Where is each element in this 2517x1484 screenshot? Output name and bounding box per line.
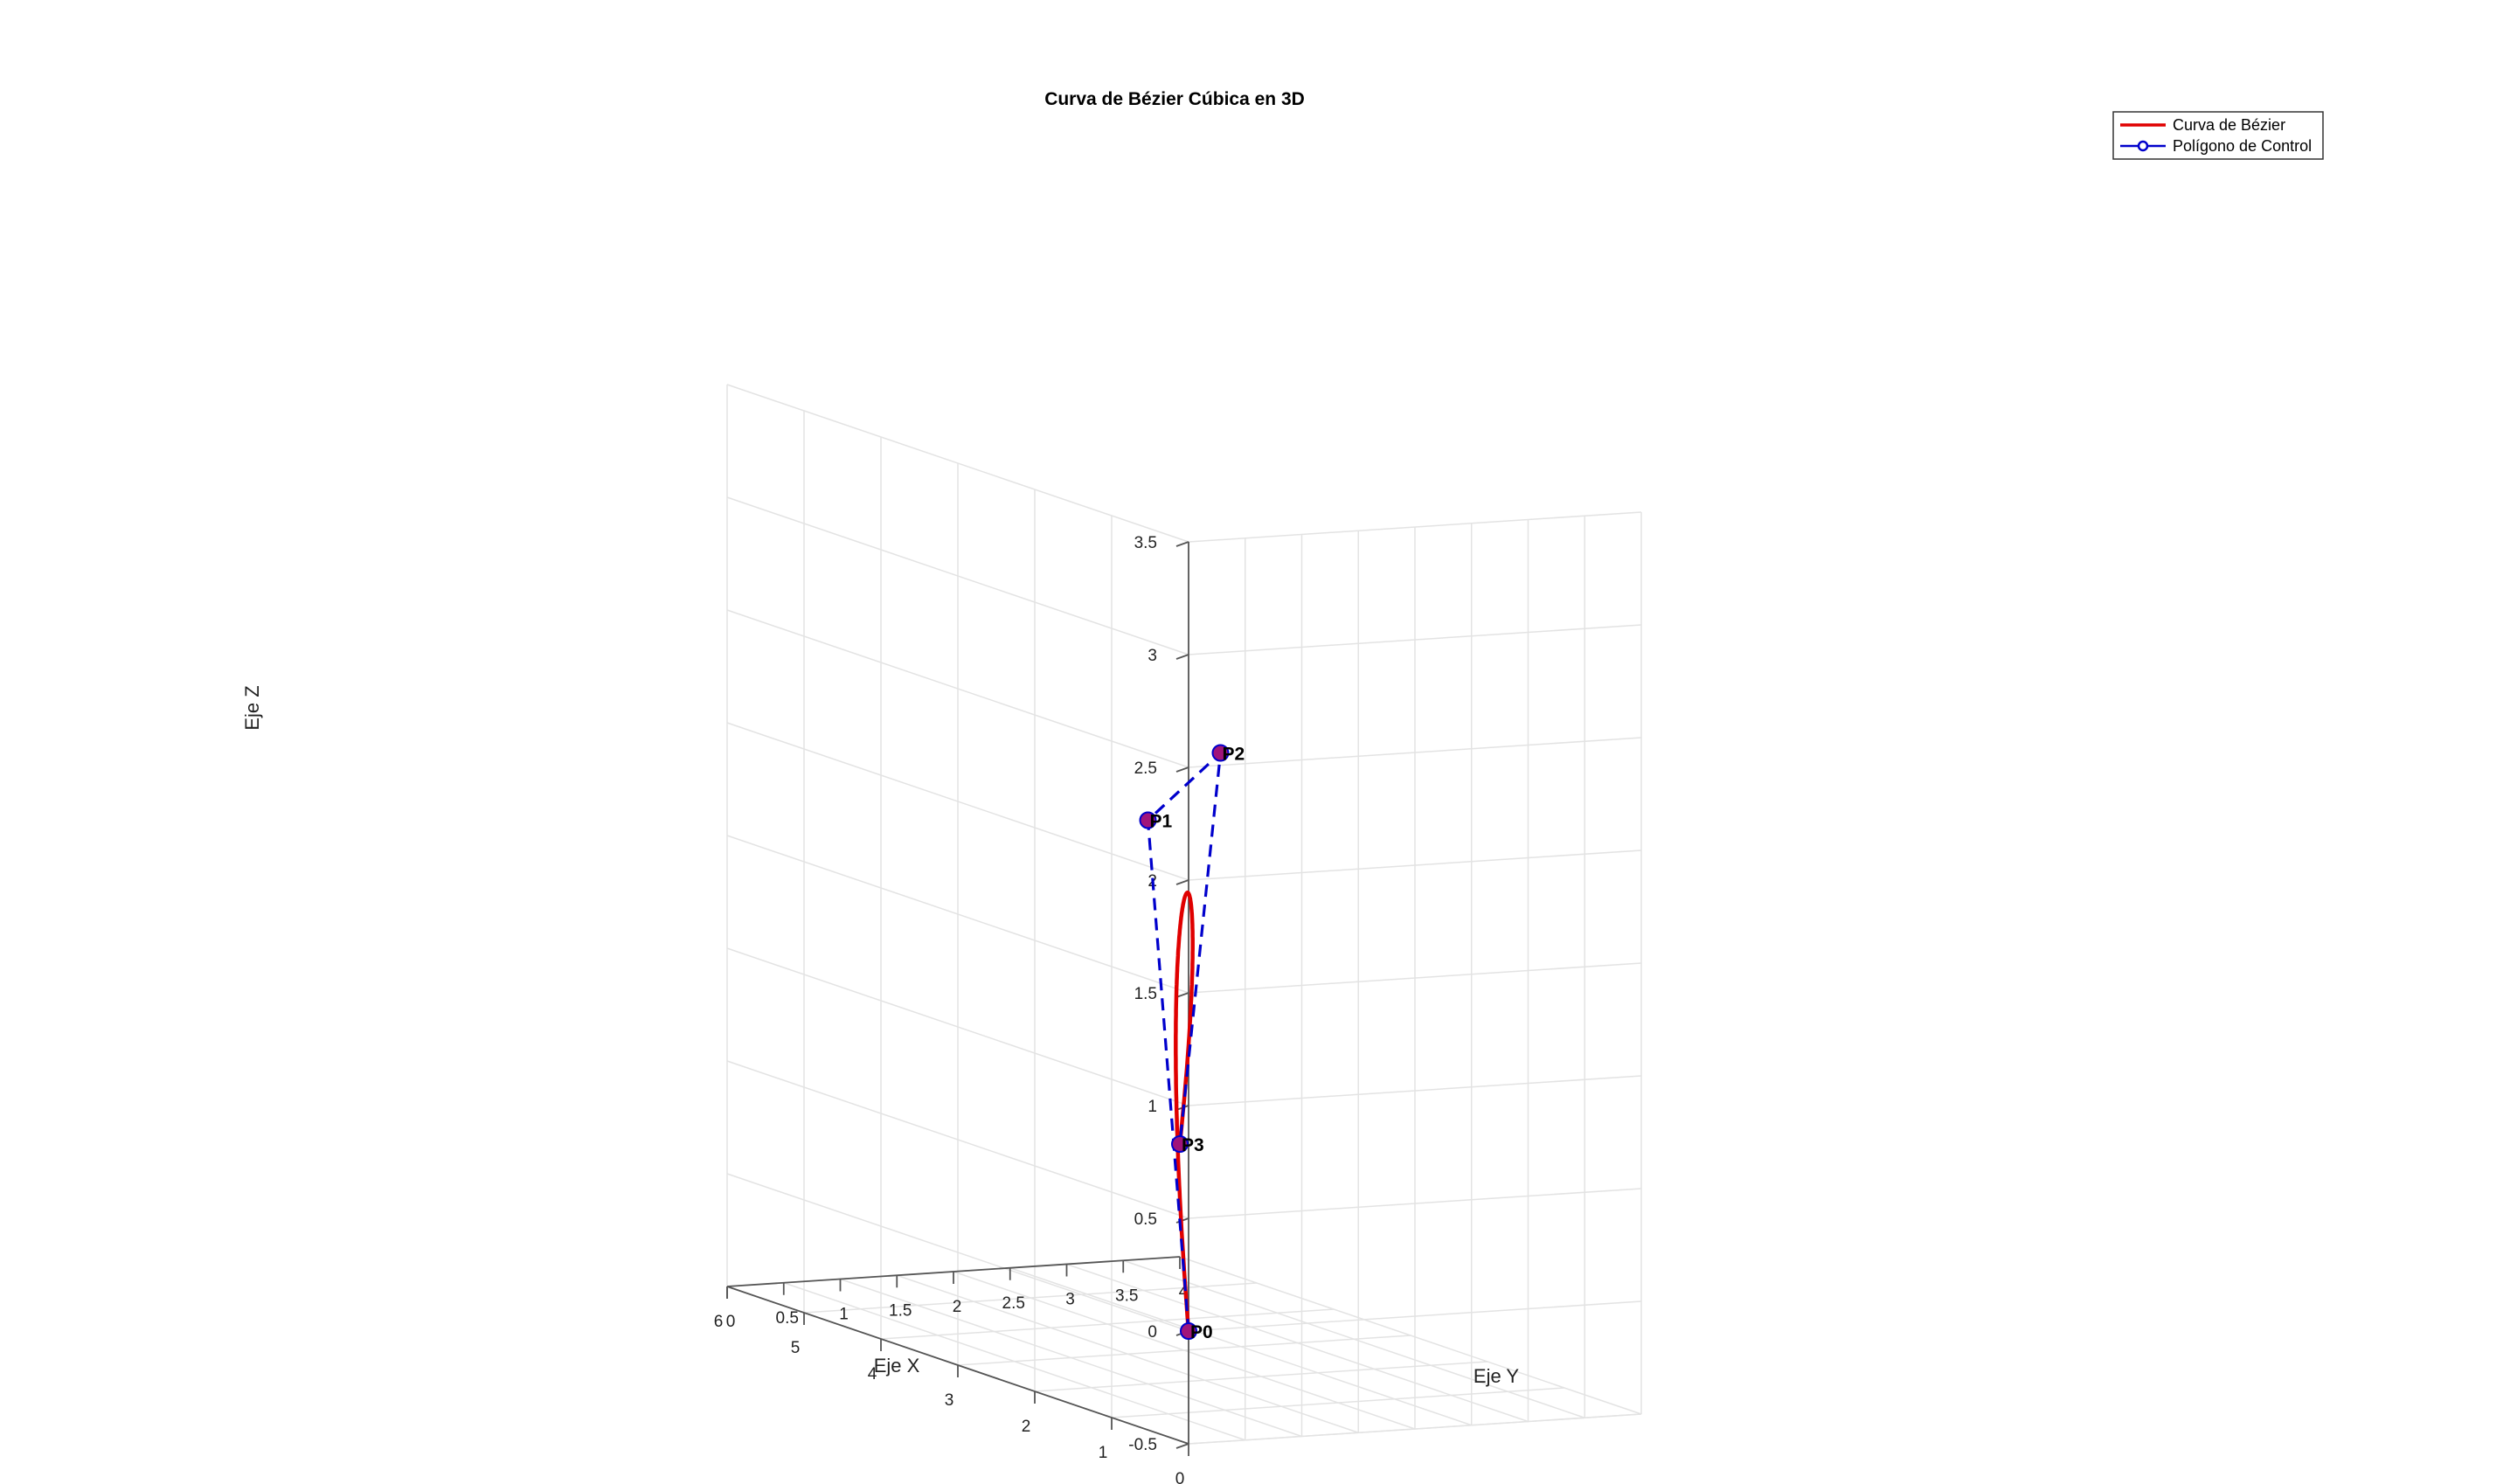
gridline-floor-y (953, 1271, 1416, 1430)
y-tick-label: 1.5 (889, 1301, 912, 1320)
gridline-floor-y (1123, 1259, 1585, 1418)
z-tick-label: -0.5 (1128, 1436, 1157, 1454)
y-tick-label: 0.5 (776, 1309, 799, 1328)
z-tick (1175, 1443, 1189, 1449)
y-tick-label: 0 (726, 1313, 736, 1331)
z-tick-label: 2.5 (1134, 759, 1157, 778)
gridline-sidewall-z (726, 496, 1189, 655)
gridline-backwall-z (1188, 1300, 1642, 1332)
control-point-label: P2 (1223, 745, 1245, 765)
control-point-label: P1 (1150, 812, 1173, 832)
z-tick-label: 1 (1148, 1098, 1157, 1116)
x-tick-label: 4 (868, 1365, 877, 1383)
chart-title: Curva de Bézier Cúbica en 3D (1044, 89, 1305, 109)
control-point-layer: P0 P1 P2 P3 (1139, 744, 1245, 1342)
control-point-marker (1180, 1322, 1197, 1340)
z-tick (1175, 992, 1189, 998)
gridline-backwall-z (1188, 511, 1642, 543)
y-tick-label: 2.5 (1002, 1294, 1025, 1313)
z-tick (1175, 766, 1189, 773)
x-tick-label: 5 (791, 1339, 801, 1357)
control-point-marker (1171, 1135, 1189, 1153)
series-layer (1146, 749, 1223, 1332)
gridline-backwall-z (1188, 1188, 1642, 1219)
z-tick (1175, 879, 1189, 885)
gridline-backwall-z (1188, 624, 1642, 655)
gridline-backwall-z (1188, 962, 1642, 994)
bezier-curve (1174, 891, 1195, 1332)
z-tick-label: 3.5 (1134, 534, 1157, 552)
z-tick-label: 0 (1148, 1323, 1157, 1342)
gridline-sidewall-z (726, 1173, 1189, 1332)
gridline-backwall-z (1188, 737, 1642, 768)
y-tick-label: 3 (1065, 1291, 1075, 1309)
x-tick-label: 3 (945, 1391, 954, 1410)
x-axis-label: Eje X (874, 1355, 920, 1377)
gridline-floor-y (783, 1282, 1245, 1441)
gridline-sidewall-z (726, 384, 1189, 543)
z-tick-label: 3 (1148, 647, 1157, 665)
z-tick-label: 0.5 (1134, 1210, 1157, 1229)
control-polygon (1146, 749, 1223, 1332)
gridline-sidewall-z (726, 947, 1189, 1106)
control-point-marker (1211, 744, 1230, 762)
y-axis-label: Eje Y (1473, 1365, 1520, 1387)
control-point-label: P0 (1190, 1322, 1213, 1342)
x-tick-label: 6 (714, 1313, 724, 1331)
legend-box (2112, 111, 2324, 160)
gridline-sidewall-z (726, 1060, 1189, 1219)
legend-marker-control (2137, 140, 2149, 152)
gridline-sidewall-z (726, 722, 1189, 881)
x-tick-label: 1 (1099, 1444, 1108, 1462)
y-tick-label: 1 (839, 1306, 849, 1324)
gridline-floor-y (840, 1278, 1302, 1438)
gridline-floor-y (1179, 1256, 1642, 1415)
z-axis-label: Eje Z (241, 685, 263, 730)
grid-lines (726, 384, 1642, 1445)
legend-label-bezier: Curva de Bézier (2173, 116, 2285, 134)
z-tick-label: 1.5 (1134, 985, 1157, 1003)
gridline-sidewall-z (726, 609, 1189, 768)
y-tick-label: 3.5 (1115, 1286, 1138, 1305)
legend-label-control: Polígono de Control (2173, 137, 2312, 155)
y-tick-label: 4 (1179, 1283, 1189, 1301)
z-tick (1175, 541, 1189, 547)
y-tick-label: 2 (953, 1298, 962, 1316)
gridline-sidewall-z (726, 835, 1189, 994)
control-point-marker (1139, 811, 1157, 829)
gridline-floor-y (1009, 1267, 1472, 1426)
x-tick-label: 2 (1022, 1418, 1031, 1436)
axes (726, 541, 1189, 1456)
z-tick (1175, 654, 1189, 660)
gridline-floor-y (1066, 1263, 1529, 1423)
gridline-backwall-z (1188, 1075, 1642, 1106)
legend: Curva de Bézier Polígono de Control (2112, 111, 2324, 160)
control-point-label: P3 (1182, 1135, 1204, 1155)
x-tick-label: 0 (1175, 1470, 1185, 1484)
gridline-floor-y (897, 1274, 1359, 1433)
gridline-backwall-z (1188, 849, 1642, 881)
